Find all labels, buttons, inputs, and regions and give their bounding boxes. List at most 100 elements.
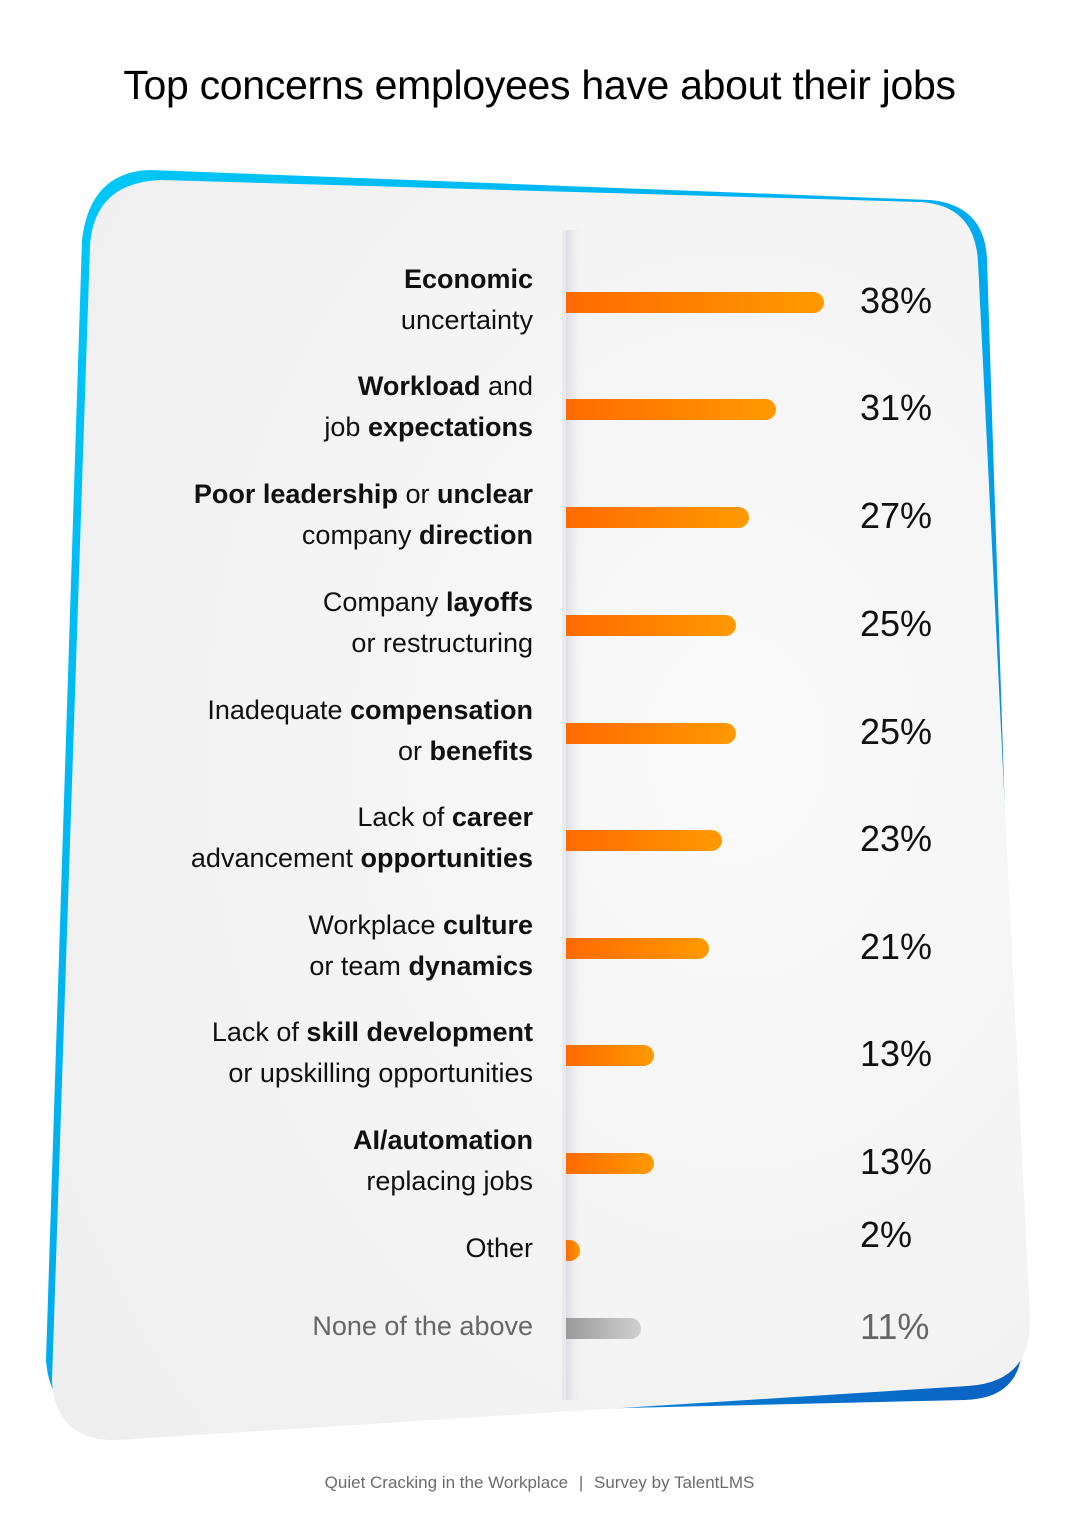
category-label-line: Workload and: [73, 366, 533, 407]
label-text: or restructuring: [351, 628, 533, 658]
bar: [566, 1153, 655, 1174]
bar-row: Other 2%: [0, 1202, 1079, 1298]
label-emphasis: direction: [418, 520, 533, 550]
bar: [566, 1045, 655, 1066]
label-text: Company: [322, 587, 446, 617]
label-text: advancement: [190, 843, 361, 873]
footer-publisher: Survey by TalentLMS: [594, 1473, 755, 1492]
category-label-line: Other: [73, 1228, 533, 1269]
label-text: None of the above: [312, 1310, 533, 1341]
category-label-line: job expectations: [73, 407, 533, 448]
bar-row: Lack of skill development or upskilling o…: [0, 1007, 1079, 1103]
footer: Quiet Cracking in the Workplace | Survey…: [0, 1473, 1079, 1493]
value-label: 31%: [860, 387, 933, 428]
category-label-line: uncertainty: [73, 300, 533, 341]
label-emphasis: compensation: [349, 695, 533, 725]
category-label-line: Lack of career: [73, 797, 533, 838]
label-emphasis: opportunities: [360, 843, 533, 873]
value-label: 23%: [860, 818, 933, 859]
bar-row: None of the above 11%: [0, 1280, 1079, 1376]
bar-row: Company layoffs or restructuring 25%: [0, 577, 1079, 673]
label-text: or: [397, 479, 437, 509]
bar: [566, 1240, 580, 1261]
category-label-line: or team dynamics: [73, 946, 533, 987]
label-text: Workplace: [308, 910, 443, 940]
category-label-line: company direction: [73, 515, 533, 556]
label-text: or: [397, 736, 430, 766]
category-label: Lack of career advancement opportunities: [73, 797, 533, 879]
label-emphasis: Workload: [357, 371, 481, 401]
bar: [566, 292, 824, 313]
label-emphasis: Economic: [403, 264, 533, 294]
label-text: or team: [309, 951, 409, 981]
category-label: Poor leadership or unclear company direct…: [73, 474, 533, 556]
label-emphasis: layoffs: [445, 587, 533, 617]
value-label: 11%: [860, 1306, 930, 1347]
value-label: 38%: [860, 280, 933, 321]
value-label: 27%: [860, 495, 933, 536]
bar: [566, 399, 777, 420]
bar-row: AI/automation replacing jobs 13%: [0, 1115, 1079, 1211]
label-emphasis: career: [451, 802, 533, 832]
bar: [566, 507, 750, 528]
category-label-line: Economic: [73, 259, 533, 300]
label-emphasis: AI/automation: [353, 1125, 533, 1155]
label-text: and: [480, 371, 533, 401]
value-label: 2%: [860, 1214, 913, 1255]
category-label-line: or benefits: [73, 731, 533, 772]
label-text: Lack of: [211, 1017, 307, 1047]
category-label: Workload and job expectations: [73, 366, 533, 448]
bar-row: Lack of career advancement opportunities 2…: [0, 792, 1079, 888]
label-text: Lack of: [357, 802, 452, 832]
bar: [566, 723, 736, 744]
category-label-line: or upskilling opportunities: [73, 1053, 533, 1094]
label-emphasis: expectations: [367, 412, 533, 442]
label-text: Other: [465, 1232, 533, 1263]
chart-title: Top concerns employees have about their …: [123, 62, 956, 108]
bar-row: Workload and job expectations 31%: [0, 361, 1079, 457]
category-label-line: Inadequate compensation: [73, 690, 533, 731]
label-text: company: [301, 520, 419, 550]
bar: [566, 1318, 641, 1339]
label-emphasis: benefits: [429, 736, 533, 766]
label-emphasis: unclear: [436, 479, 533, 509]
category-label: Economic uncertainty: [73, 259, 533, 341]
label-text: uncertainty: [400, 305, 533, 335]
label-emphasis: skill development: [306, 1017, 533, 1047]
category-label: None of the above: [73, 1306, 533, 1347]
label-emphasis: dynamics: [408, 951, 533, 981]
bar-row: Workplace culture or team dynamics 21%: [0, 900, 1079, 996]
category-label: Other: [73, 1228, 533, 1269]
card-body: [52, 180, 1031, 1441]
footer-source: Quiet Cracking in the Workplace: [324, 1473, 569, 1492]
category-label-line: None of the above: [73, 1306, 533, 1347]
label-text: Inadequate: [207, 695, 350, 725]
label-text: or upskilling opportunities: [228, 1058, 533, 1088]
label-text: job: [324, 412, 368, 442]
category-label: Lack of skill development or upskilling o…: [73, 1012, 533, 1094]
label-emphasis: culture: [442, 910, 533, 940]
bar-row: Inadequate compensation or benefits 25%: [0, 685, 1079, 781]
category-label-line: or restructuring: [73, 623, 533, 664]
bar: [566, 830, 723, 851]
value-label: 13%: [860, 1141, 933, 1182]
footer-separator: |: [578, 1473, 584, 1492]
category-label: AI/automation replacing jobs: [73, 1120, 533, 1202]
value-label: 13%: [860, 1033, 933, 1074]
bar-row: Poor leadership or unclear company direct…: [0, 469, 1079, 565]
label-text: replacing jobs: [366, 1166, 533, 1196]
category-label-line: AI/automation: [73, 1120, 533, 1161]
value-label: 25%: [860, 711, 933, 752]
category-label-line: Company layoffs: [73, 582, 533, 623]
bar: [566, 615, 736, 636]
category-label: Workplace culture or team dynamics: [73, 905, 533, 987]
label-emphasis: Poor leadership: [193, 479, 398, 509]
value-label: 25%: [860, 603, 933, 644]
category-label-line: Lack of skill development: [73, 1012, 533, 1053]
category-label: Inadequate compensation or benefits: [73, 690, 533, 772]
category-label-line: advancement opportunities: [73, 838, 533, 879]
value-label: 21%: [860, 926, 933, 967]
